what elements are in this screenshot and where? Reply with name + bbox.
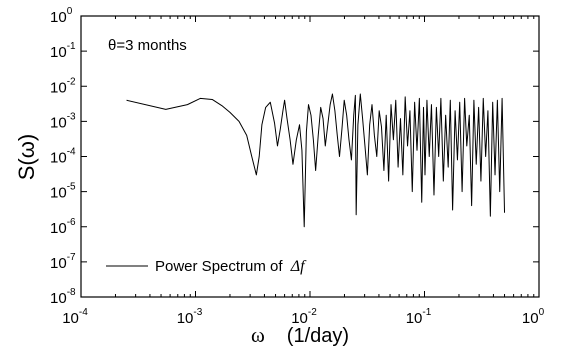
x-tick-base: 10 bbox=[406, 310, 423, 327]
y-tick-base: 10 bbox=[50, 114, 67, 131]
y-axis-label: S(ω) bbox=[14, 134, 39, 181]
x-tick-base: 10 bbox=[62, 310, 79, 327]
y-tick-label: 10-6 bbox=[50, 217, 76, 237]
power-spectrum-line bbox=[126, 93, 506, 228]
x-tick-exponent: -4 bbox=[79, 307, 88, 318]
x-tick-base: 10 bbox=[522, 310, 539, 327]
x-tick-label: 100 bbox=[522, 307, 545, 327]
y-tick-label: 10-2 bbox=[50, 76, 76, 96]
y-tick-label: 10-1 bbox=[50, 41, 76, 61]
x-axis-label: ω (1/day) bbox=[251, 323, 349, 347]
y-tick-base: 10 bbox=[50, 9, 67, 26]
axis-ticks bbox=[80, 15, 540, 298]
x-tick-label: 10-1 bbox=[406, 307, 432, 327]
y-tick-exponent: 0 bbox=[67, 6, 73, 17]
y-tick-label: 10-3 bbox=[50, 111, 76, 131]
y-tick-exponent: -3 bbox=[67, 111, 76, 122]
y-tick-base: 10 bbox=[50, 220, 67, 237]
y-tick-exponent: -6 bbox=[67, 217, 76, 228]
x-tick-exponent: -2 bbox=[308, 307, 317, 318]
y-tick-exponent: -8 bbox=[67, 287, 76, 298]
legend-label: Power Spectrum of Δf bbox=[155, 258, 307, 275]
y-tick-label: 10-5 bbox=[50, 182, 76, 202]
x-tick-exponent: 0 bbox=[539, 307, 545, 318]
legend-label-math: Δf bbox=[290, 258, 307, 275]
x-tick-label: 10-4 bbox=[62, 307, 88, 327]
y-tick-base: 10 bbox=[50, 290, 67, 307]
y-tick-label: 100 bbox=[50, 6, 73, 26]
y-tick-label: 10-7 bbox=[50, 252, 76, 272]
y-tick-exponent: -5 bbox=[67, 182, 76, 193]
y-tick-exponent: -1 bbox=[67, 41, 76, 52]
x-tick-labels: 10-4 10-3 10-2 10-1 100 bbox=[62, 307, 544, 327]
y-tick-label: 10-8 bbox=[50, 287, 76, 307]
x-tick-base: 10 bbox=[177, 310, 194, 327]
x-tick-exponent: -1 bbox=[422, 307, 431, 318]
y-tick-base: 10 bbox=[50, 185, 67, 202]
y-tick-base: 10 bbox=[50, 255, 67, 272]
y-tick-exponent: -2 bbox=[67, 76, 76, 87]
legend-label-text: Power Spectrum of bbox=[155, 258, 287, 275]
x-tick-label: 10-3 bbox=[177, 307, 203, 327]
x-tick-base: 10 bbox=[291, 310, 308, 327]
x-axis-label-unit: (1/day) bbox=[287, 325, 349, 347]
y-tick-exponent: -7 bbox=[67, 252, 76, 263]
y-tick-label: 10-4 bbox=[50, 147, 76, 167]
y-tick-base: 10 bbox=[50, 79, 67, 96]
x-tick-exponent: -3 bbox=[193, 307, 202, 318]
y-tick-exponent: -4 bbox=[67, 147, 76, 158]
x-tick-label: 10-2 bbox=[291, 307, 317, 327]
y-tick-base: 10 bbox=[50, 150, 67, 167]
theta-annotation: θ=3 months bbox=[108, 37, 187, 54]
y-tick-base: 10 bbox=[50, 44, 67, 61]
x-axis-label-symbol: ω bbox=[251, 323, 265, 347]
